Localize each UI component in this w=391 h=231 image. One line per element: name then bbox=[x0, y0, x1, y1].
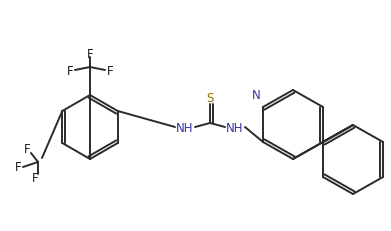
Text: F: F bbox=[87, 47, 93, 60]
Text: F: F bbox=[15, 161, 22, 174]
Text: NH: NH bbox=[226, 122, 244, 135]
Text: NH: NH bbox=[176, 122, 194, 135]
Text: N: N bbox=[252, 89, 260, 102]
Text: F: F bbox=[24, 143, 30, 156]
Text: S: S bbox=[206, 92, 214, 105]
Text: F: F bbox=[107, 65, 113, 78]
Text: F: F bbox=[32, 172, 38, 185]
Text: F: F bbox=[67, 65, 73, 78]
